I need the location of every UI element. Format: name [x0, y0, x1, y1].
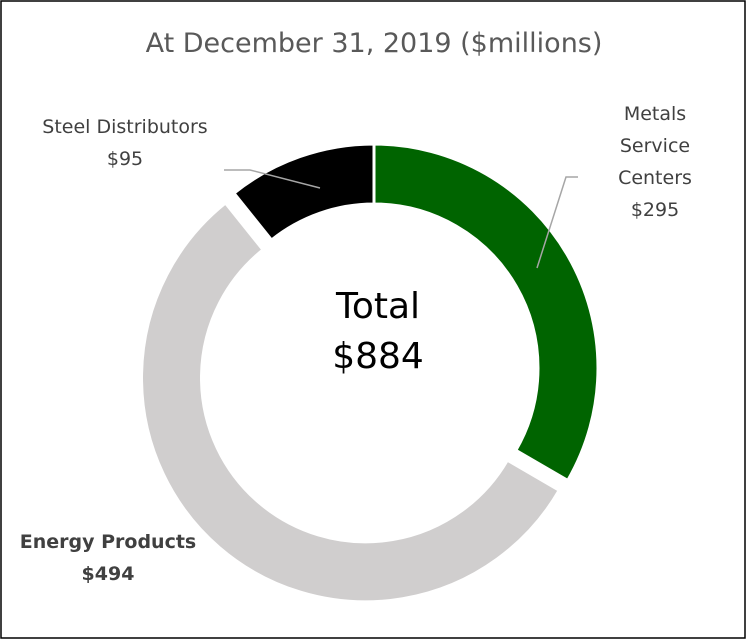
donut-slice	[231, 142, 376, 243]
label-line: Metals	[624, 103, 686, 125]
chart-title: At December 31, 2019 ($millions)	[146, 28, 603, 59]
center-value: $884	[332, 336, 424, 377]
label-line: Service	[620, 135, 690, 157]
value-label: $295	[631, 199, 679, 221]
donut-slice	[140, 200, 562, 604]
category-label: Metals Service Centers	[618, 103, 692, 189]
category-label: Energy Products	[20, 531, 197, 553]
category-label: Steel Distributors	[42, 116, 207, 138]
value-label: $95	[107, 148, 143, 170]
value-label: $494	[82, 563, 135, 585]
center-label: Total	[335, 286, 420, 327]
donut-slice	[372, 142, 600, 483]
leader-line	[536, 176, 578, 269]
label-line: Centers	[618, 167, 692, 189]
leader-line	[224, 169, 321, 189]
